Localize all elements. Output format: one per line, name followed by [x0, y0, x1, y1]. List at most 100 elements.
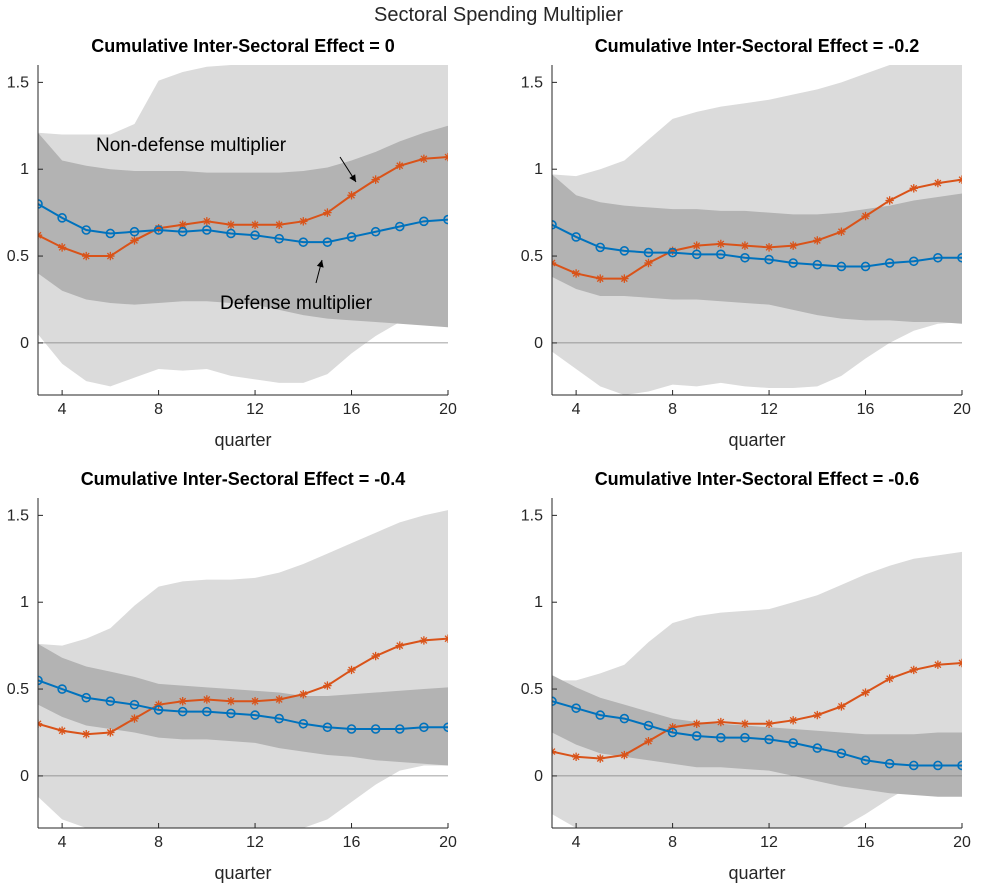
panel-title: Cumulative Inter-Sectoral Effect = 0: [91, 36, 395, 56]
defense-point: [716, 249, 726, 260]
defense-annotation: Defense multiplier: [220, 293, 373, 314]
defense-point: [129, 226, 140, 237]
defense-point: [740, 732, 750, 743]
x-tick-label: 4: [572, 834, 581, 851]
nondefense-point: [202, 217, 212, 226]
nondefense-point: [620, 274, 629, 283]
defense-point: [346, 232, 357, 242]
x-tick-label: 20: [439, 401, 457, 418]
defense-point: [691, 249, 702, 260]
nondefense-point: [596, 274, 605, 283]
defense-point: [226, 228, 236, 239]
defense-point: [419, 216, 429, 227]
nondefense-point: [788, 241, 798, 250]
y-tick-label: 0.5: [7, 248, 29, 265]
defense-point: [57, 213, 67, 223]
x-tick-label: 20: [953, 401, 971, 418]
plot-area: [38, 510, 448, 828]
defense-point: [419, 722, 429, 733]
x-axis-label: quarter: [214, 863, 271, 883]
panel-3: 4 8 12 16 20 0 0.5 1 1.5 quarter Cumulative Inter-…: [7, 469, 457, 883]
defense-point: [153, 705, 164, 715]
defense-point: [788, 258, 798, 268]
defense-point: [812, 259, 823, 270]
defense-point: [443, 214, 448, 225]
defense-point: [153, 225, 164, 235]
defense-point: [691, 731, 702, 741]
defense-point: [202, 706, 212, 717]
x-tick-label: 16: [857, 834, 875, 851]
nondefense-point: [909, 184, 918, 193]
nondefense-point: [668, 723, 677, 732]
nondefense-point: [644, 736, 653, 746]
nondefense-point: [395, 641, 404, 650]
nondefense-point: [596, 754, 605, 763]
nondefense-point: [885, 196, 894, 205]
defense-point: [860, 261, 871, 272]
nondefense-point: [813, 710, 822, 720]
defense-point: [933, 252, 943, 263]
nondefense-point: [716, 239, 726, 249]
nondefense-point: [347, 191, 356, 200]
nondefense-point: [299, 690, 308, 699]
nondefense-point: [178, 697, 187, 706]
nondefense-point: [764, 243, 774, 252]
nondefense-point: [644, 258, 653, 268]
defense-point: [322, 237, 333, 247]
defense-point: [552, 219, 557, 230]
nondefense-point: [395, 161, 404, 170]
nondefense-point: [419, 636, 429, 645]
x-tick-label: 16: [857, 401, 875, 418]
nondefense-point: [323, 681, 332, 690]
defense-point: [394, 221, 405, 232]
defense-point: [595, 242, 606, 253]
nondefense-point: [620, 750, 629, 760]
defense-point: [298, 718, 309, 729]
y-tick-label: 0: [534, 768, 543, 785]
nondefense-point: [861, 688, 870, 697]
defense-point: [908, 256, 919, 267]
panel-1: 4 8 12 16 20 0 0.5 1 1.5 quarter Cumulative Inter-…: [7, 36, 457, 450]
nondefense-point: [443, 634, 448, 643]
defense-point: [908, 760, 919, 771]
x-axis-label: quarter: [728, 863, 785, 883]
y-tick-label: 1.5: [7, 507, 29, 524]
defense-point: [298, 237, 309, 247]
nondefense-point: [716, 717, 726, 727]
nondefense-point: [82, 730, 91, 739]
x-tick-label: 20: [439, 834, 457, 851]
x-tick-label: 4: [572, 401, 581, 418]
x-tick-label: 8: [154, 401, 163, 418]
panel-4: 4 8 12 16 20 0 0.5 1 1.5 quarter Cumulative Inter-…: [521, 469, 971, 883]
x-tick-label: 20: [953, 834, 971, 851]
defense-point: [957, 760, 962, 771]
x-tick-label: 4: [58, 834, 67, 851]
defense-point: [57, 684, 67, 694]
defense-point: [274, 233, 284, 244]
nondefense-point: [299, 217, 308, 226]
defense-point: [788, 738, 798, 748]
defense-point: [764, 254, 774, 265]
defense-point: [884, 258, 895, 268]
y-tick-label: 1.5: [521, 507, 543, 524]
nondefense-point: [250, 220, 260, 229]
nondefense-point: [571, 269, 581, 278]
confidence-band-inner: [552, 675, 962, 797]
defense-point: [177, 706, 188, 717]
panel-title: Cumulative Inter-Sectoral Effect = -0.4: [81, 469, 406, 489]
defense-point: [860, 755, 871, 766]
nondefense-point: [740, 719, 750, 728]
defense-point: [370, 724, 381, 734]
confidence-band-inner: [38, 125, 448, 328]
defense-point: [667, 247, 678, 258]
x-tick-label: 12: [246, 834, 264, 851]
y-tick-label: 0.5: [7, 681, 29, 698]
x-tick-label: 16: [343, 401, 361, 418]
nondefense-point: [861, 211, 870, 221]
defense-point: [836, 748, 847, 759]
nondefense-point: [443, 152, 448, 162]
nondefense-point: [788, 716, 798, 725]
defense-point: [884, 758, 895, 769]
nondefense-point: [740, 241, 750, 250]
